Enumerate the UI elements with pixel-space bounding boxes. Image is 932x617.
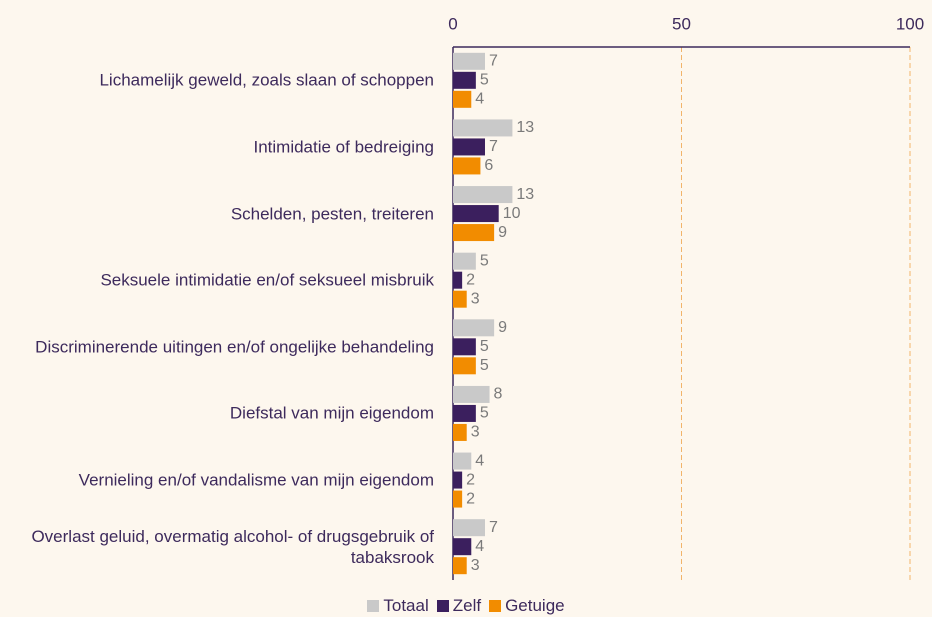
y-tick-label: Overlast geluid, overmatig alcohol- of d… [31, 526, 434, 567]
bar [453, 138, 485, 156]
bar [453, 490, 463, 508]
data-label: 3 [471, 557, 480, 574]
bar [453, 319, 495, 337]
bar [453, 385, 490, 403]
bar [453, 290, 467, 308]
bar [453, 357, 476, 375]
bar [453, 90, 472, 108]
bar [453, 538, 472, 556]
bar [453, 224, 495, 242]
y-tick-label: Vernieling en/of vandalisme van mijn eig… [78, 470, 434, 490]
data-label: 5 [480, 357, 489, 374]
legend-label: Zelf [452, 596, 482, 615]
bar [453, 452, 472, 470]
data-label: 4 [475, 91, 484, 108]
data-label: 13 [516, 186, 534, 203]
data-label: 2 [466, 471, 475, 488]
bar [453, 557, 467, 575]
y-tick-label: Lichamelijk geweld, zoals slaan of schop… [99, 70, 434, 90]
data-label: 3 [471, 290, 480, 307]
data-label: 7 [489, 53, 498, 70]
data-label: 2 [466, 271, 475, 288]
legend-item: Getuige [489, 596, 565, 615]
bar [453, 519, 485, 537]
bar [453, 404, 476, 422]
legend-item: Totaal [367, 596, 429, 615]
x-tick-label: 50 [672, 14, 691, 33]
data-label: 4 [475, 538, 484, 555]
legend-swatch [367, 600, 380, 612]
bar [453, 338, 476, 356]
legend: Totaal Zelf Getuige [0, 596, 932, 616]
data-label: 5 [480, 252, 489, 269]
bar [453, 271, 463, 289]
x-tick-label: 0 [448, 14, 457, 33]
data-label: 6 [484, 157, 493, 174]
bar [453, 71, 476, 89]
bar [453, 119, 513, 137]
legend-label: Totaal [383, 596, 429, 615]
y-tick-label: Diefstal van mijn eigendom [229, 403, 434, 423]
data-label: 4 [475, 452, 484, 469]
data-label: 10 [503, 205, 521, 222]
bar [453, 252, 476, 270]
legend-swatch [436, 600, 449, 612]
data-label: 8 [494, 386, 503, 403]
data-label: 7 [489, 519, 498, 536]
data-label: 13 [516, 119, 534, 136]
y-tick-label: Intimidatie of bedreiging [253, 137, 434, 157]
legend-label: Getuige [505, 596, 565, 615]
legend-item: Zelf [436, 596, 482, 615]
data-label: 5 [480, 405, 489, 422]
y-tick-label: Discriminerende uitingen en/of ongelijke… [35, 337, 434, 357]
y-tick-label: Seksuele intimidatie en/of seksueel misb… [100, 270, 434, 290]
bar [453, 205, 499, 223]
x-tick-label: 100 [896, 14, 924, 33]
data-label: 5 [480, 72, 489, 89]
bar [453, 186, 513, 204]
legend-swatch [489, 600, 502, 612]
data-label: 3 [471, 424, 480, 441]
bar [453, 471, 463, 489]
bar [453, 52, 485, 70]
bar [453, 423, 467, 441]
data-label: 7 [489, 138, 498, 155]
data-label: 2 [466, 490, 475, 507]
bar [453, 157, 481, 175]
data-label: 5 [480, 338, 489, 355]
y-tick-label: Schelden, pesten, treiteren [230, 204, 434, 224]
data-label: 9 [498, 224, 507, 241]
data-label: 9 [498, 319, 507, 336]
